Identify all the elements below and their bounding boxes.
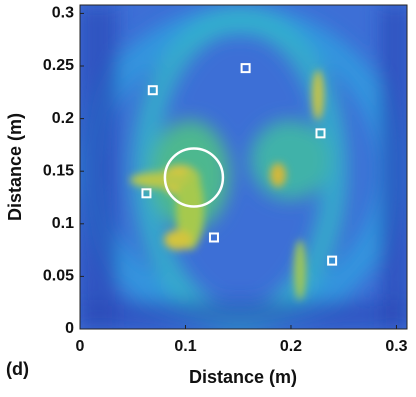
y-axis-label: Distance (m) — [5, 113, 25, 221]
x-tick-label: 0.2 — [280, 338, 302, 355]
panel-label: (d) — [6, 359, 29, 379]
y-tick-label: 0 — [65, 320, 74, 337]
target-circle — [163, 147, 225, 208]
marker — [147, 85, 158, 96]
marker — [240, 63, 251, 74]
marker — [208, 232, 219, 243]
y-tick-label: 0.2 — [52, 110, 74, 127]
marker — [141, 188, 152, 199]
y-tick-label: 0.3 — [52, 5, 74, 22]
x-axis-label: Distance (m) — [189, 367, 297, 387]
x-tick-label: 0.3 — [385, 338, 407, 355]
heatmap-background — [80, 5, 407, 329]
marker — [315, 128, 326, 139]
y-tick-label: 0.1 — [52, 215, 74, 232]
plot-frame — [79, 4, 408, 330]
x-tick-label: 0.1 — [174, 338, 196, 355]
y-tick-label: 0.25 — [43, 57, 74, 74]
y-tick-label: 0.15 — [43, 162, 74, 179]
y-tick-label: 0.05 — [43, 268, 74, 285]
marker — [327, 255, 338, 266]
x-tick-label: 0 — [76, 338, 85, 355]
